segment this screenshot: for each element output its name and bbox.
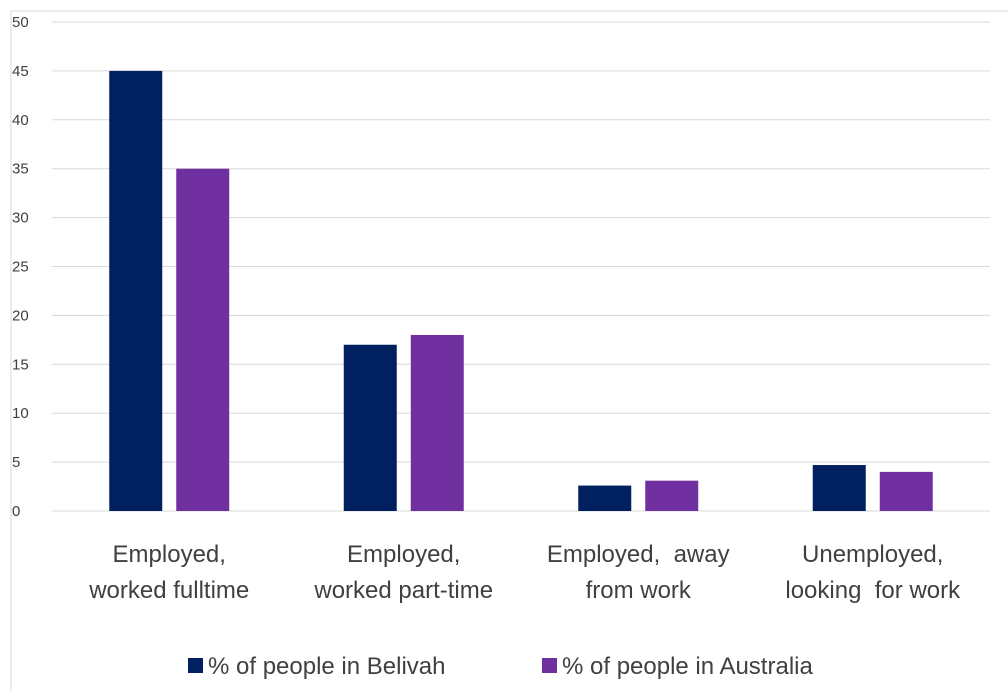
legend-swatch-0 — [188, 658, 203, 673]
legend-label-1: % of people in Australia — [562, 653, 813, 680]
bar-series0-cat2 — [578, 485, 632, 511]
y-tick-label-6: 30 — [12, 210, 29, 227]
x-category-label-3-line0: Unemployed, — [802, 541, 943, 568]
x-category-label-3-line1: looking for work — [785, 577, 961, 604]
y-tick-label-4: 20 — [12, 307, 29, 324]
x-category-label-0-line1: worked fulltime — [88, 577, 249, 604]
bar-series0-cat1 — [343, 344, 397, 511]
y-tick-label-8: 40 — [12, 112, 29, 129]
y-tick-label-7: 35 — [12, 161, 29, 178]
y-tick-label-5: 25 — [12, 259, 29, 276]
y-tick-label-2: 10 — [12, 405, 29, 422]
y-tick-label-9: 45 — [12, 63, 29, 80]
bar-series1-cat1 — [410, 334, 464, 511]
legend-label-0: % of people in Belivah — [208, 653, 446, 680]
x-category-label-2-line0: Employed, away — [547, 541, 730, 568]
y-tick-label-3: 15 — [12, 356, 29, 373]
bar-series0-cat0 — [109, 70, 163, 512]
x-category-label-1-line0: Employed, — [347, 541, 460, 568]
x-category-label-0-line0: Employed, — [113, 541, 226, 568]
legend-swatch-1 — [542, 658, 557, 673]
legend: % of people in Belivah % of people in Aus… — [188, 653, 813, 680]
x-category-label-1-line1: worked part-time — [313, 577, 493, 604]
y-tick-label-1: 5 — [12, 454, 20, 471]
bar-series1-cat0 — [176, 168, 230, 511]
bar-series0-cat3 — [812, 465, 866, 511]
x-axis-category-labels: Employed, worked fulltime Employed, worked … — [88, 541, 961, 604]
bar-series1-cat2 — [645, 480, 699, 511]
bars — [109, 70, 933, 512]
bar-series1-cat3 — [879, 471, 933, 511]
y-tick-label-10: 50 — [12, 14, 29, 31]
x-category-label-2-line1: from work — [586, 577, 692, 604]
y-tick-label-0: 0 — [12, 503, 20, 520]
y-axis-tick-labels: 0 5 10 15 20 25 30 35 40 45 50 — [12, 14, 29, 520]
